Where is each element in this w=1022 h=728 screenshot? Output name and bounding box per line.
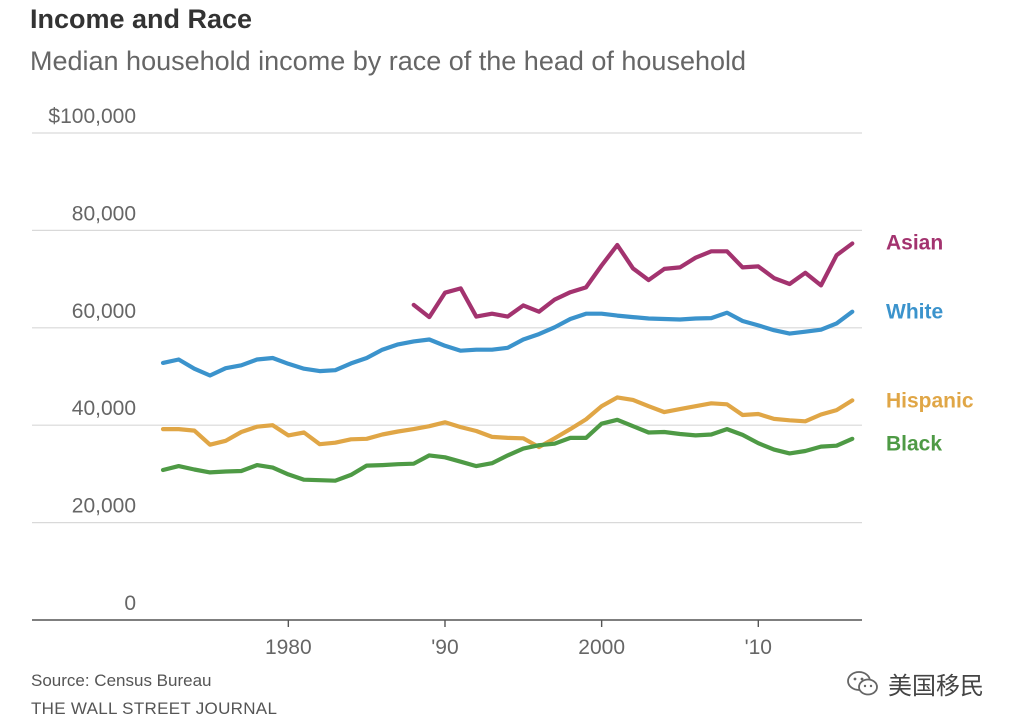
chart-subtitle: Median household income by race of the h… bbox=[30, 46, 747, 76]
y-tick-label: 80,000 bbox=[72, 202, 136, 225]
watermark-text: 美国移民 bbox=[888, 673, 984, 700]
series-line-white bbox=[160, 309, 855, 378]
x-tick-label: 2000 bbox=[578, 636, 625, 659]
y-tick-label: 0 bbox=[124, 592, 136, 615]
x-tick-label: '10 bbox=[745, 636, 772, 659]
series-line-hispanic bbox=[160, 395, 855, 450]
series-label-asian: Asian bbox=[886, 232, 943, 255]
y-tick-label: 20,000 bbox=[72, 495, 136, 518]
source-note: Source: Census Bureau bbox=[31, 671, 212, 690]
x-tick-label: 1980 bbox=[265, 636, 312, 659]
series-label-hispanic: Hispanic bbox=[886, 389, 974, 412]
series-label-white: White bbox=[886, 301, 943, 324]
series-line-black bbox=[160, 417, 855, 483]
y-tick-label: 60,000 bbox=[72, 300, 136, 323]
chart-title: Income and Race bbox=[30, 4, 253, 34]
series-line-asian bbox=[411, 241, 855, 320]
watermark: 美国移民 bbox=[846, 666, 984, 701]
y-tick-label: 40,000 bbox=[72, 397, 136, 420]
y-tick-label: $100,000 bbox=[48, 105, 136, 128]
series-label-black: Black bbox=[886, 433, 942, 456]
wechat-icon bbox=[847, 670, 878, 695]
publisher-credit: THE WALL STREET JOURNAL bbox=[31, 699, 278, 718]
x-tick-label: '90 bbox=[431, 636, 458, 659]
